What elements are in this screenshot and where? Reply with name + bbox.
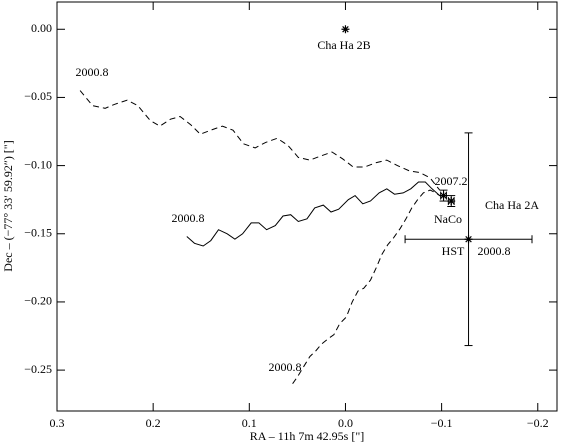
star-marker: [447, 197, 456, 206]
x-tick-label: 0.3: [50, 416, 65, 430]
track-line: [186, 181, 441, 247]
y-tick-label: −0.20: [24, 294, 52, 308]
annotation: HST: [442, 244, 465, 258]
annotation: 2000.8: [76, 65, 109, 79]
star-marker: [439, 191, 448, 200]
annotation: 2007.2: [435, 174, 468, 188]
x-tick-label: 0.1: [242, 416, 257, 430]
y-tick-label: 0.00: [31, 21, 52, 35]
annotation: 2000.8: [478, 244, 511, 258]
x-tick-label: 0.2: [146, 416, 161, 430]
plot-frame: [56, 1, 558, 412]
annotation: 2000.8: [172, 211, 205, 225]
annotation: Cha Ha 2B: [317, 38, 370, 52]
track-line: [292, 189, 440, 384]
star-marker: [464, 235, 473, 244]
x-tick-label: −0.2: [527, 416, 549, 430]
x-tick-label: 0.0: [338, 416, 353, 430]
y-tick-label: −0.05: [24, 89, 52, 103]
y-axis-label: Dec – (−77° 33′ 59.92″) ["]: [1, 140, 15, 271]
annotation: NaCo: [434, 212, 462, 226]
y-tick-label: −0.10: [24, 157, 52, 171]
star-marker: [341, 25, 350, 34]
x-axis-label: RA – 11h 7m 42.95s ["]: [250, 429, 364, 443]
y-tick-label: −0.25: [24, 362, 52, 376]
y-tick-label: −0.15: [24, 226, 52, 240]
annotation: 2000.8: [269, 360, 302, 374]
annotation: Cha Ha 2A: [485, 198, 539, 212]
x-tick-label: −0.1: [431, 416, 453, 430]
track-line: [79, 90, 441, 191]
